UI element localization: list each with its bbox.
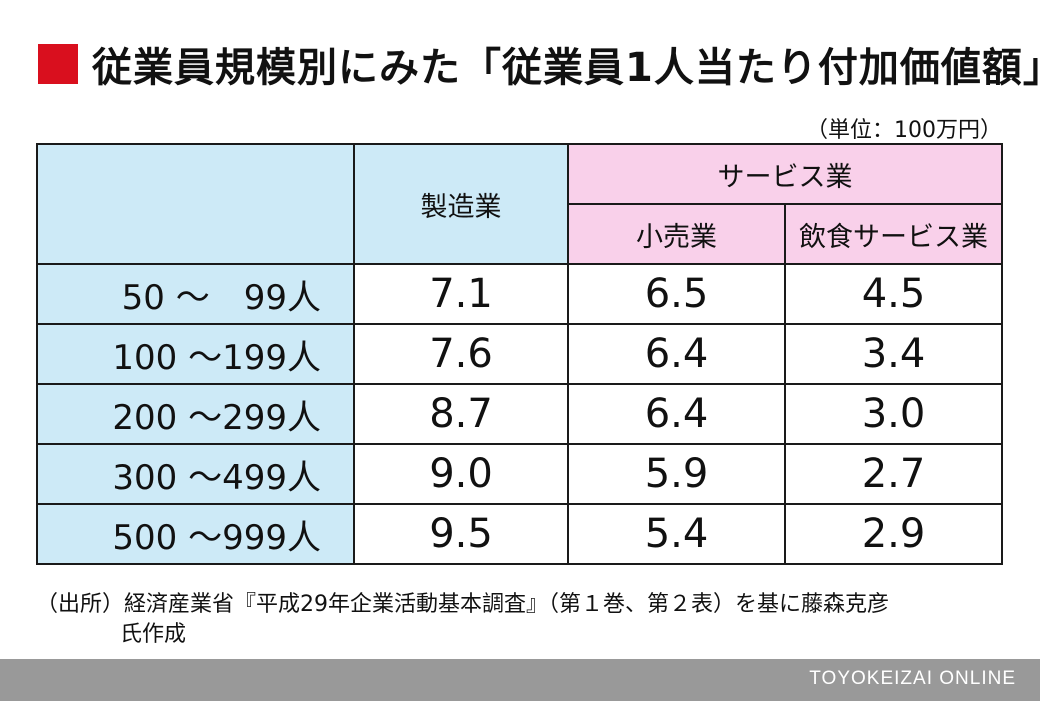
footer-brand: TOYOKEIZAI ONLINE bbox=[809, 668, 1016, 689]
cell-manufacturing: 9.5 bbox=[353, 503, 569, 565]
cell-retail: 6.5 bbox=[567, 263, 786, 325]
cell-retail: 6.4 bbox=[567, 323, 786, 385]
cell-manufacturing: 9.0 bbox=[353, 443, 569, 505]
header-food-service: 飲食サービス業 bbox=[784, 203, 1003, 265]
title-row: 従業員規模別にみた「従業員1人当たり付加価値額」 bbox=[38, 32, 1040, 96]
table-row: 100 ～199人 7.6 6.4 3.4 bbox=[36, 323, 1003, 385]
row-label: 300 ～499人 bbox=[36, 443, 355, 505]
cell-manufacturing: 7.6 bbox=[353, 323, 569, 385]
page-title: 従業員規模別にみた「従業員1人当たり付加価値額」 bbox=[92, 45, 1040, 91]
footer-bar: TOYOKEIZAI ONLINE bbox=[0, 659, 1040, 701]
source-note: （出所）経済産業省『平成29年企業活動基本調査』（第１巻、第２表）を基に藤森克彦… bbox=[36, 590, 889, 650]
cell-food-service: 3.4 bbox=[784, 323, 1003, 385]
row-label: 100 ～199人 bbox=[36, 323, 355, 385]
header-service-group: サービス業 bbox=[567, 143, 1003, 205]
cell-retail: 6.4 bbox=[567, 383, 786, 445]
unit-label: （単位：100万円） bbox=[806, 118, 1002, 143]
cell-food-service: 2.7 bbox=[784, 443, 1003, 505]
cell-food-service: 3.0 bbox=[784, 383, 1003, 445]
source-line-2: 氏作成 bbox=[120, 622, 187, 647]
cell-food-service: 4.5 bbox=[784, 263, 1003, 325]
row-label: 200 ～299人 bbox=[36, 383, 355, 445]
cell-food-service: 2.9 bbox=[784, 503, 1003, 565]
cell-retail: 5.4 bbox=[567, 503, 786, 565]
table-row: 50 ～ 99人 7.1 6.5 4.5 bbox=[36, 263, 1003, 325]
header-manufacturing: 製造業 bbox=[353, 143, 569, 265]
source-line-1: （出所）経済産業省『平成29年企業活動基本調査』（第１巻、第２表）を基に藤森克彦 bbox=[36, 592, 889, 617]
table-row: 300 ～499人 9.0 5.9 2.7 bbox=[36, 443, 1003, 505]
value-added-table: 製造業 サービス業 小売業 飲食サービス業 50 ～ 99人 7.1 6.5 4… bbox=[36, 143, 1003, 565]
title-marker bbox=[38, 44, 78, 84]
cell-manufacturing: 7.1 bbox=[353, 263, 569, 325]
header-corner bbox=[36, 143, 355, 265]
cell-manufacturing: 8.7 bbox=[353, 383, 569, 445]
cell-retail: 5.9 bbox=[567, 443, 786, 505]
row-label: 50 ～ 99人 bbox=[36, 263, 355, 325]
table-row: 500 ～999人 9.5 5.4 2.9 bbox=[36, 503, 1003, 565]
header-retail: 小売業 bbox=[567, 203, 786, 265]
table-row: 200 ～299人 8.7 6.4 3.0 bbox=[36, 383, 1003, 445]
row-label: 500 ～999人 bbox=[36, 503, 355, 565]
